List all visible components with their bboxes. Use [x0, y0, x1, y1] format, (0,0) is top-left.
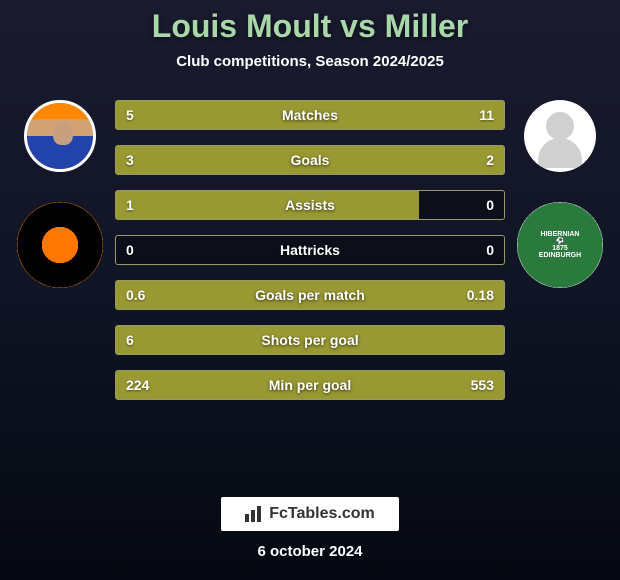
stat-label: Min per goal — [269, 377, 351, 393]
page-subtitle: Club competitions, Season 2024/2025 — [0, 53, 620, 70]
player-left-avatar — [24, 100, 96, 172]
bar-left — [116, 191, 419, 219]
bar-left — [116, 101, 236, 129]
header: Louis Moult vs Miller Club competitions,… — [0, 0, 620, 70]
stat-label: Shots per goal — [261, 332, 358, 348]
stat-row: 3 2 Goals — [115, 145, 505, 175]
stat-value-left: 224 — [126, 377, 149, 393]
badge-green-icon: HIBERNIAN⚽1875EDINBURGH — [539, 231, 581, 259]
page-title: Louis Moult vs Miller — [0, 8, 620, 45]
stat-value-left: 3 — [126, 152, 134, 168]
chart-icon — [245, 506, 265, 522]
stats-container: 5 11 Matches 3 2 Goals 1 0 Assists 0 0 Hattricks 0.6… — [110, 90, 510, 410]
stat-label: Assists — [285, 197, 335, 213]
logo-box[interactable]: FcTables.com — [221, 497, 399, 531]
stat-label: Hattricks — [280, 242, 340, 258]
avatar-silhouette-icon — [524, 100, 596, 172]
stat-row: 6 Shots per goal — [115, 325, 505, 355]
stat-row: 0 0 Hattricks — [115, 235, 505, 265]
stat-label: Matches — [282, 107, 338, 123]
bar-right — [236, 101, 504, 129]
avatar-photo-icon — [27, 103, 93, 169]
stat-label: Goals per match — [255, 287, 365, 303]
logo-text: FcTables.com — [269, 505, 375, 523]
stat-value-left: 1 — [126, 197, 134, 213]
footer-date: 6 october 2024 — [257, 543, 362, 560]
left-column — [10, 90, 110, 288]
bar-right — [349, 146, 504, 174]
stat-row: 0.6 0.18 Goals per match — [115, 280, 505, 310]
main-content: 5 11 Matches 3 2 Goals 1 0 Assists 0 0 Hattricks 0.6… — [0, 70, 620, 410]
right-column: HIBERNIAN⚽1875EDINBURGH — [510, 90, 610, 288]
stat-value-right: 553 — [471, 377, 494, 393]
team-left-badge — [17, 202, 103, 288]
stat-row: 5 11 Matches — [115, 100, 505, 130]
stat-label: Goals — [291, 152, 330, 168]
stat-value-right: 11 — [479, 107, 494, 123]
stat-value-right: 0 — [486, 197, 494, 213]
team-right-badge: HIBERNIAN⚽1875EDINBURGH — [517, 202, 603, 288]
stat-value-left: 0 — [126, 242, 134, 258]
footer: FcTables.com 6 october 2024 — [0, 497, 620, 560]
stat-value-right: 0 — [486, 242, 494, 258]
stat-value-left: 5 — [126, 107, 134, 123]
player-right-avatar — [524, 100, 596, 172]
stat-value-right: 2 — [486, 152, 494, 168]
stat-value-right: 0.18 — [467, 287, 494, 303]
stat-row: 224 553 Min per goal — [115, 370, 505, 400]
stat-value-left: 0.6 — [126, 287, 145, 303]
stat-row: 1 0 Assists — [115, 190, 505, 220]
stat-value-left: 6 — [126, 332, 134, 348]
